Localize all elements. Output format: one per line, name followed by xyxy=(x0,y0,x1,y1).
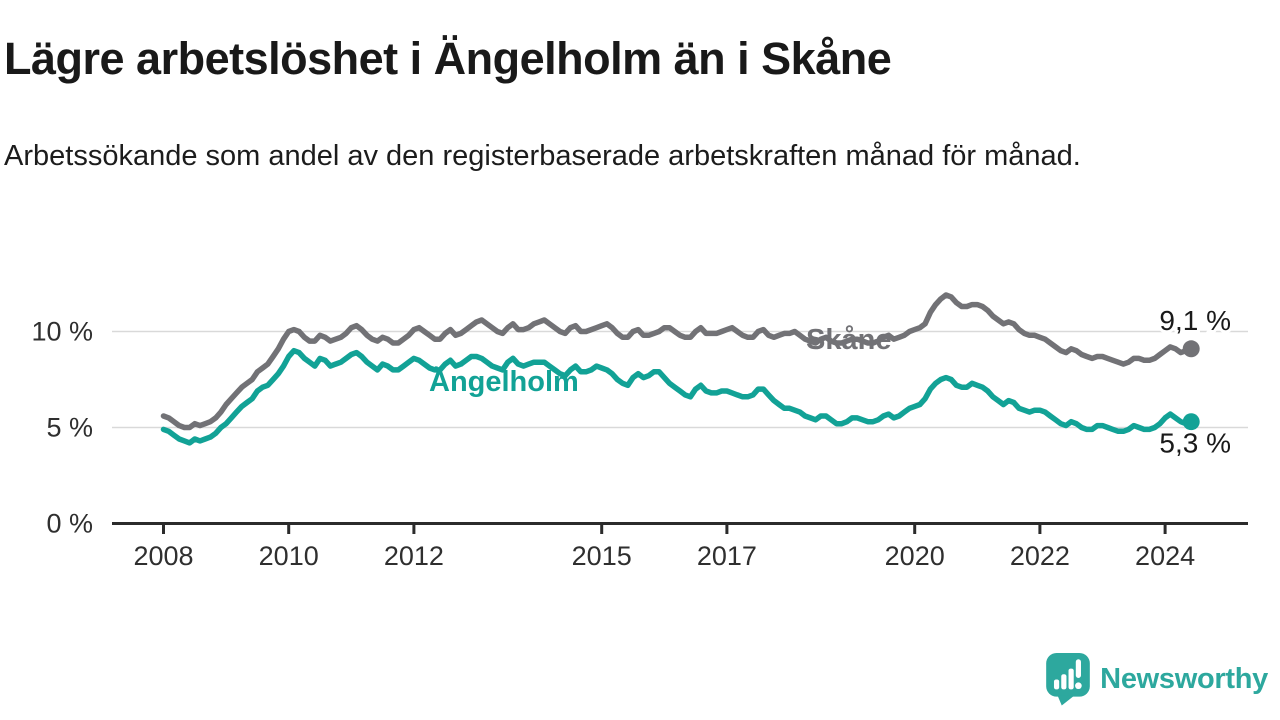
newsworthy-chart-bubble-icon xyxy=(1046,653,1090,706)
value-label-skane: 9,1 % xyxy=(1159,305,1231,336)
x-tick-label-2008: 2008 xyxy=(133,541,193,571)
x-tick-label-2022: 2022 xyxy=(1010,541,1070,571)
x-tick-label-2012: 2012 xyxy=(384,541,444,571)
x-tick-label-2015: 2015 xyxy=(572,541,632,571)
newsworthy-logo: Newsworthy xyxy=(1045,653,1268,706)
series-end-dot-skane xyxy=(1182,340,1200,358)
series-line-angelholm xyxy=(160,347,1194,446)
x-tick-label-2024: 2024 xyxy=(1135,541,1195,571)
y-tick-label-0: 0 % xyxy=(46,509,93,539)
x-tick-label-2017: 2017 xyxy=(697,541,757,571)
value-label-angelholm: 5,3 % xyxy=(1159,428,1231,459)
y-tick-label-10: 10 % xyxy=(31,317,93,347)
chart-subtitle: Arbetssökande som andel av den registerb… xyxy=(4,140,1081,172)
series-end-dot-angelholm xyxy=(1182,413,1200,431)
series-line-skane xyxy=(160,292,1194,431)
chart-title: Lägre arbetslöshet i Ängelholm än i Skån… xyxy=(4,33,892,84)
brand-name: Newsworthy xyxy=(1100,663,1268,695)
x-tick-label-2010: 2010 xyxy=(259,541,319,571)
x-tick-label-2020: 2020 xyxy=(885,541,945,571)
y-tick-label-5: 5 % xyxy=(46,413,93,443)
series-label-angelholm: Ängelholm xyxy=(429,365,579,398)
series-label-skane: Skåne xyxy=(806,324,891,356)
